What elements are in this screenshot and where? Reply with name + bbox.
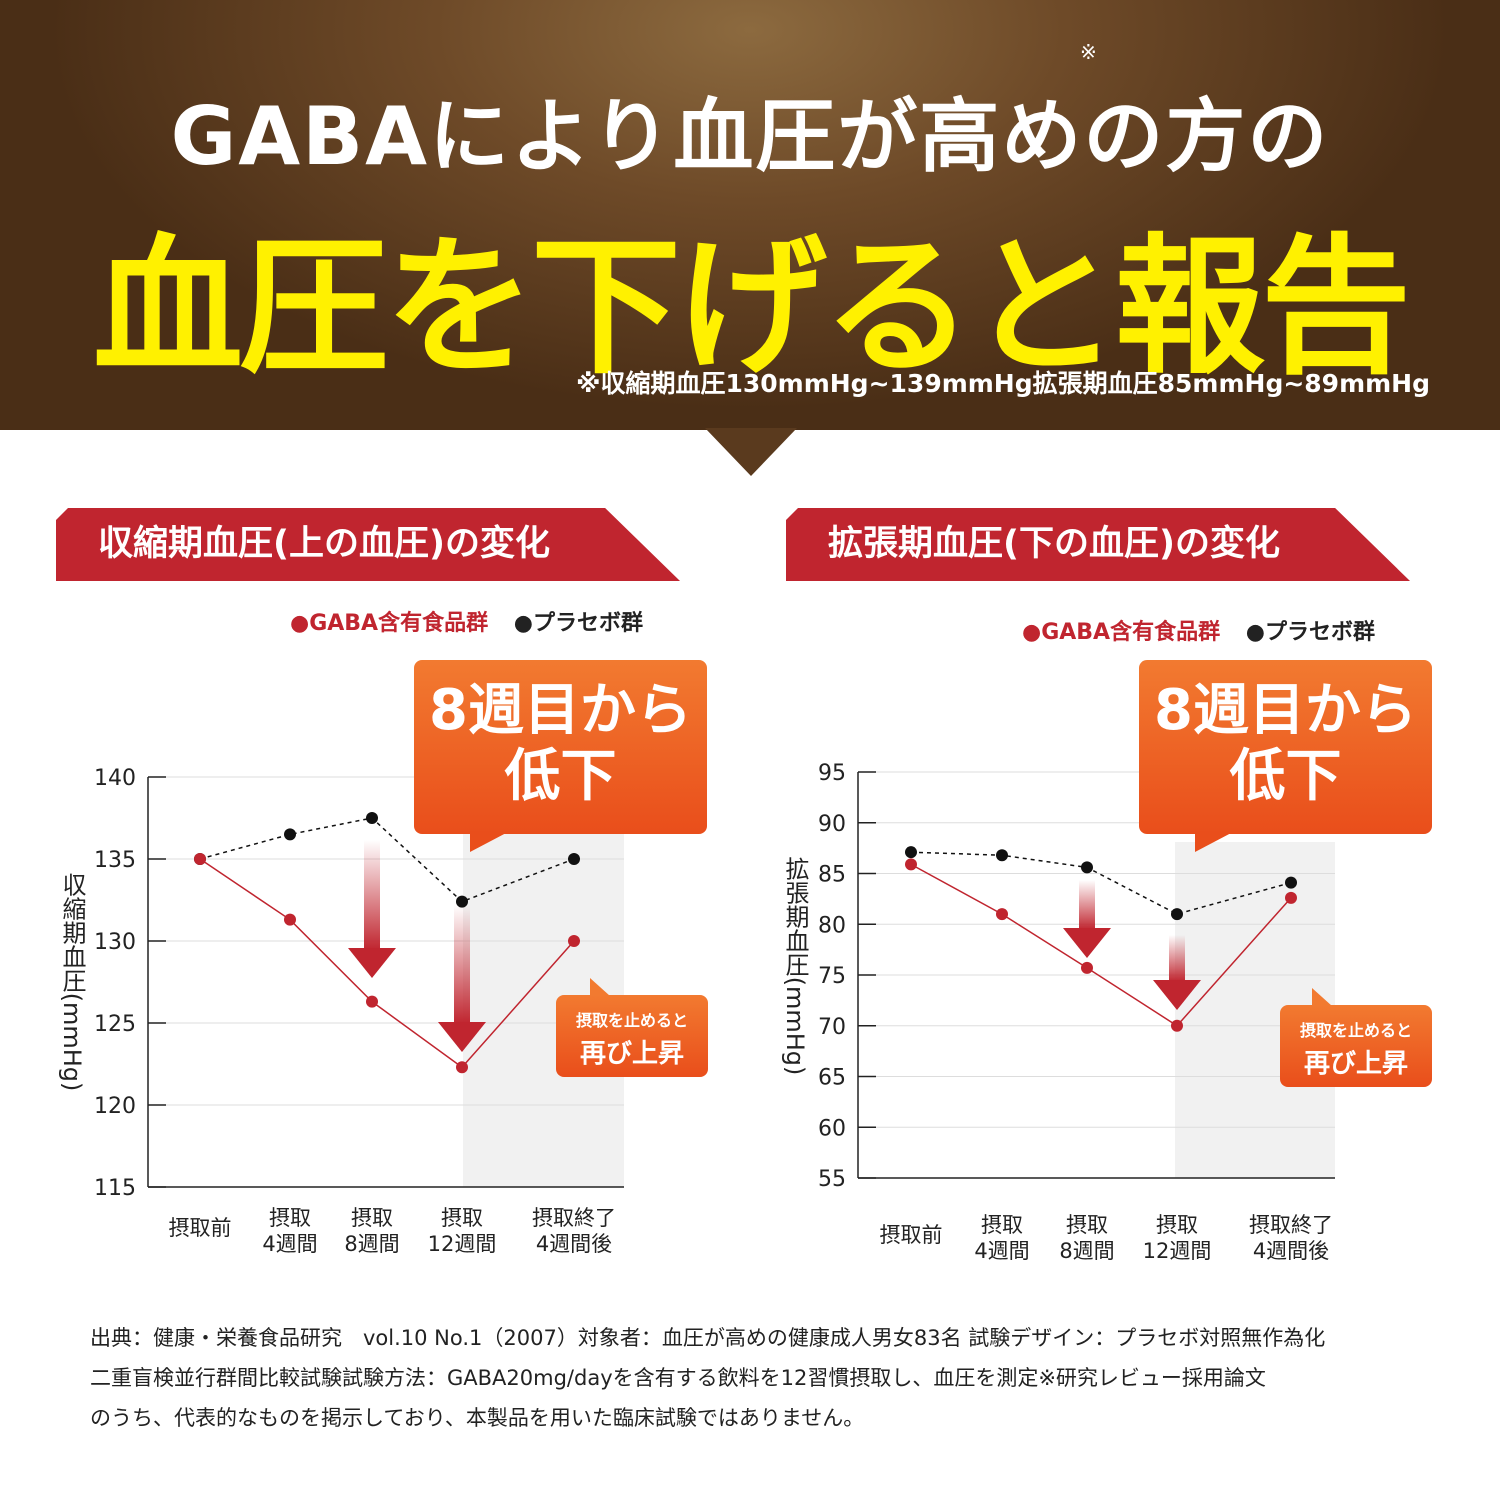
x-tick-label: 4週間後 (536, 1232, 612, 1256)
y-tick-label: 95 (818, 761, 846, 786)
decrease-arrow-shaft (1169, 935, 1185, 982)
x-tick-label: 摂取 (441, 1206, 483, 1230)
data-point-gaba (996, 908, 1008, 921)
badge-line2: 低下 (1229, 744, 1342, 809)
legend-systolic: ●GABA含有食品群 ●プラセボ群 (290, 605, 643, 637)
y-tick-label: 120 (94, 1094, 136, 1119)
data-point-gaba (905, 858, 917, 871)
badge-decrease-right: 8週目から 低下 (1139, 660, 1432, 834)
headline-line2: 血圧を下げると報告 (92, 221, 1411, 395)
footer-line: 出典：健康・栄養食品研究 vol.10 No.1（2007）対象者：血圧が高めの… (90, 1326, 1326, 1350)
y-tick-label: 130 (94, 930, 136, 955)
data-point-gaba (1081, 961, 1093, 974)
legend-diastolic: ●GABA含有食品群 ●プラセボ群 (1022, 614, 1375, 646)
badge-small-tail (590, 978, 610, 996)
data-point-placebo (456, 895, 468, 908)
legend-gaba: ●GABA含有食品群 (1022, 620, 1221, 645)
data-point-gaba (1285, 891, 1297, 904)
data-point-gaba (366, 995, 378, 1008)
data-point-placebo (996, 849, 1008, 862)
badge-tail (1195, 832, 1233, 852)
x-tick-label: 摂取 (981, 1213, 1023, 1237)
badge-line1: 8週目から (1154, 678, 1417, 743)
badge-rise-right: 摂取を止めると 再び上昇 (1280, 1005, 1432, 1087)
badge-line2: 低下 (504, 744, 617, 809)
decrease-arrow-head (1153, 980, 1201, 1010)
x-tick-label: 摂取終了 (532, 1206, 616, 1230)
y-tick-label: 60 (818, 1116, 846, 1141)
x-tick-label: 摂取 (1066, 1213, 1108, 1237)
x-tick-label: 摂取 (351, 1206, 393, 1230)
header-note: ※収縮期血圧130mmHg~139mmHg拡張期血圧85mmHg~89mmHg (576, 369, 1430, 398)
y-tick-label: 115 (94, 1176, 136, 1201)
decrease-arrow-head (438, 1022, 486, 1052)
footer-line: のうち、代表的なものを掲示しており、本製品を用いた臨床試験ではありません。 (90, 1406, 865, 1430)
x-tick-label: 摂取終了 (1249, 1213, 1333, 1237)
badge-line1: 8週目から (429, 678, 692, 743)
data-point-gaba (1171, 1019, 1183, 1032)
data-point-placebo (1171, 908, 1183, 921)
y-tick-label: 55 (818, 1167, 846, 1192)
y-tick-label: 125 (94, 1012, 136, 1037)
badge-tail (470, 832, 508, 852)
badge-small-line2: 再び上昇 (1303, 1049, 1408, 1079)
y-tick-label: 135 (94, 848, 136, 873)
headline-line1: GABAにより血圧が高めの方の (170, 90, 1330, 183)
footer-line: 二重盲検並行群間比較試験試験方法：GABA20mg/dayを含有する飲料を12習… (90, 1366, 1266, 1390)
decrease-arrow-head (1063, 928, 1111, 958)
y-axis-label: 収縮期血圧(mmHg) (58, 873, 86, 1092)
x-tick-label: 12週間 (1143, 1239, 1212, 1263)
data-point-placebo (1081, 861, 1093, 874)
y-tick-label: 80 (818, 913, 846, 938)
legend-gaba: ●GABA含有食品群 (290, 611, 489, 636)
badge-small-line1: 摂取を止めると (1299, 1021, 1412, 1040)
x-tick-label: 4週間後 (1253, 1239, 1329, 1263)
chart-title-diastolic: 拡張期血圧(下の血圧)の変化 (786, 508, 1410, 581)
x-tick-label: 摂取 (1156, 1213, 1198, 1237)
x-tick-label: 8週間 (1059, 1239, 1114, 1263)
data-point-placebo (366, 812, 378, 824)
y-tick-label: 75 (818, 964, 846, 989)
header-background (0, 0, 1500, 430)
data-point-placebo (905, 846, 917, 859)
y-axis-label: 拡張期血圧(mmHg) (781, 857, 809, 1076)
x-tick-label: 摂取 (269, 1206, 311, 1230)
decrease-arrow-head (348, 948, 396, 978)
y-tick-label: 70 (818, 1015, 846, 1040)
data-point-placebo (568, 853, 580, 865)
y-tick-label: 65 (818, 1066, 846, 1091)
badge-decrease-left: 8週目から 低下 (414, 660, 707, 834)
x-tick-label: 摂取前 (169, 1216, 232, 1240)
decrease-arrow-shaft (454, 905, 470, 1024)
data-point-gaba (194, 853, 206, 865)
x-tick-label: 4週間 (974, 1239, 1029, 1263)
header-pointer (705, 428, 797, 476)
y-tick-label: 85 (818, 863, 846, 888)
decrease-arrow-shaft (364, 840, 380, 950)
y-tick-label: 140 (94, 766, 136, 791)
data-point-gaba (284, 913, 296, 926)
legend-placebo: ●プラセボ群 (1245, 620, 1375, 645)
badge-small-tail (1312, 988, 1332, 1006)
legend-placebo: ●プラセボ群 (513, 611, 643, 636)
footer-source: 出典：健康・栄養食品研究 vol.10 No.1（2007）対象者：血圧が高めの… (90, 1318, 1420, 1438)
data-point-placebo (284, 828, 296, 841)
headline-mark: ※ (1080, 40, 1097, 64)
badge-small-line1: 摂取を止めると (575, 1011, 688, 1030)
decrease-arrow-shaft (1079, 880, 1095, 930)
x-tick-label: 8週間 (344, 1232, 399, 1256)
y-tick-label: 90 (818, 812, 846, 837)
x-tick-label: 4週間 (262, 1232, 317, 1256)
data-point-gaba (568, 935, 580, 947)
badge-rise-left: 摂取を止めると 再び上昇 (556, 995, 708, 1077)
badge-small-line2: 再び上昇 (579, 1039, 684, 1069)
data-point-gaba (456, 1061, 468, 1074)
x-tick-label: 12週間 (428, 1232, 497, 1256)
x-tick-label: 摂取前 (880, 1223, 943, 1247)
chart-title-systolic: 収縮期血圧(上の血圧)の変化 (56, 508, 680, 581)
data-point-placebo (1285, 876, 1297, 889)
